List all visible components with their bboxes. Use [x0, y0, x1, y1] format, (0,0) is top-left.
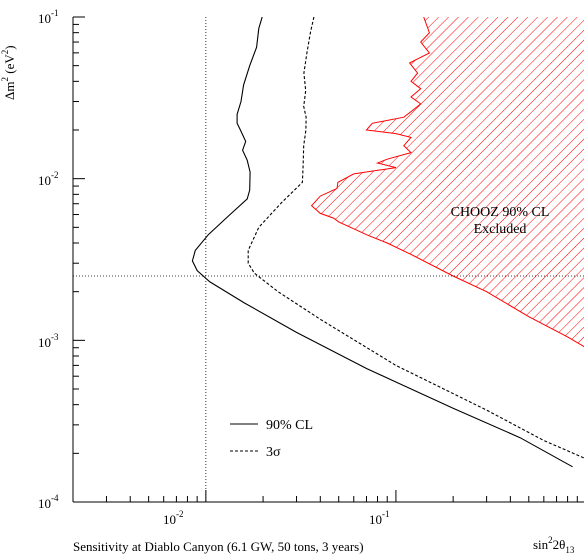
chooz-exclusion-fill — [311, 17, 584, 347]
exclusion-label-line-1: CHOOZ 90% CL — [451, 205, 550, 220]
curve-3sigma — [247, 17, 584, 459]
y-axis-label: Δm2 (eV2) — [0, 45, 17, 100]
y-tick-label-1: 10-2 — [38, 170, 59, 188]
legend: 90% CL 3σ — [230, 418, 313, 460]
y-tick-labels: 10-1 10-2 10-3 10-4 — [38, 8, 59, 511]
y-tick-label-3: 10-4 — [38, 493, 59, 511]
tick-marks — [72, 16, 578, 503]
legend-label-3sigma: 3σ — [266, 445, 281, 460]
exclusion-label-line-2: Excluded — [474, 222, 527, 237]
chooz-exclusion-layer — [310, 17, 584, 348]
x-axis-label: sin22θ13 — [533, 535, 575, 555]
x-tick-label-0: 10-2 — [163, 509, 184, 527]
series-layer — [191, 17, 584, 468]
x-tick-label-1: 10-1 — [369, 509, 390, 527]
y-tick-label-0: 10-1 — [38, 8, 59, 26]
x-tick-labels: 10-2 10-1 — [163, 509, 390, 527]
y-tick-label-2: 10-3 — [38, 332, 59, 350]
legend-label-90cl: 90% CL — [266, 418, 313, 433]
axes — [72, 17, 584, 503]
chooz-exclusion-boundary — [310, 17, 584, 348]
exclusion-region-label: CHOOZ 90% CL Excluded — [451, 205, 550, 237]
curve-90cl — [191, 17, 573, 468]
chart-caption: Sensitivity at Diablo Canyon (6.1 GW, 50… — [73, 539, 364, 554]
